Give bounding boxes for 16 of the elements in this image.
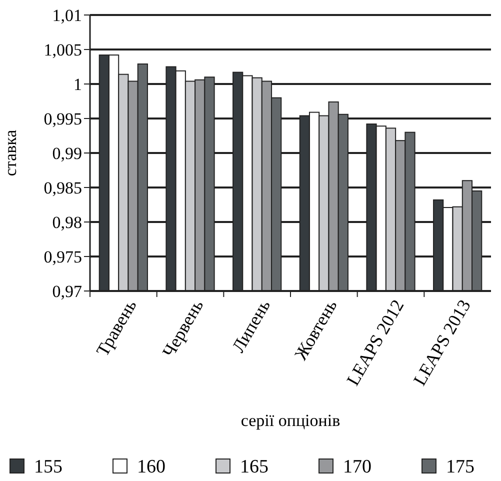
legend-label: 155 (34, 456, 62, 478)
y-tick-label: 0,98 (52, 212, 82, 232)
legend-label: 160 (137, 456, 166, 478)
legend-label: 175 (446, 456, 474, 478)
y-tick-label: 0,985 (44, 178, 82, 198)
legend-label: 170 (343, 456, 372, 478)
legend-label: 165 (240, 456, 268, 478)
y-tick-label: 0,97 (52, 282, 82, 301)
y-axis-title: ставка (1, 129, 20, 176)
y-tick-label: 1 (74, 74, 82, 94)
y-tick-label: 0,975 (44, 247, 82, 266)
y-tick-label: 1,01 (52, 6, 82, 25)
y-tick-label: 0,995 (44, 109, 82, 128)
x-axis-title: серії опціонів (240, 411, 340, 430)
y-tick-label: 0,99 (52, 144, 82, 163)
y-tick-label: 1,005 (44, 40, 82, 60)
